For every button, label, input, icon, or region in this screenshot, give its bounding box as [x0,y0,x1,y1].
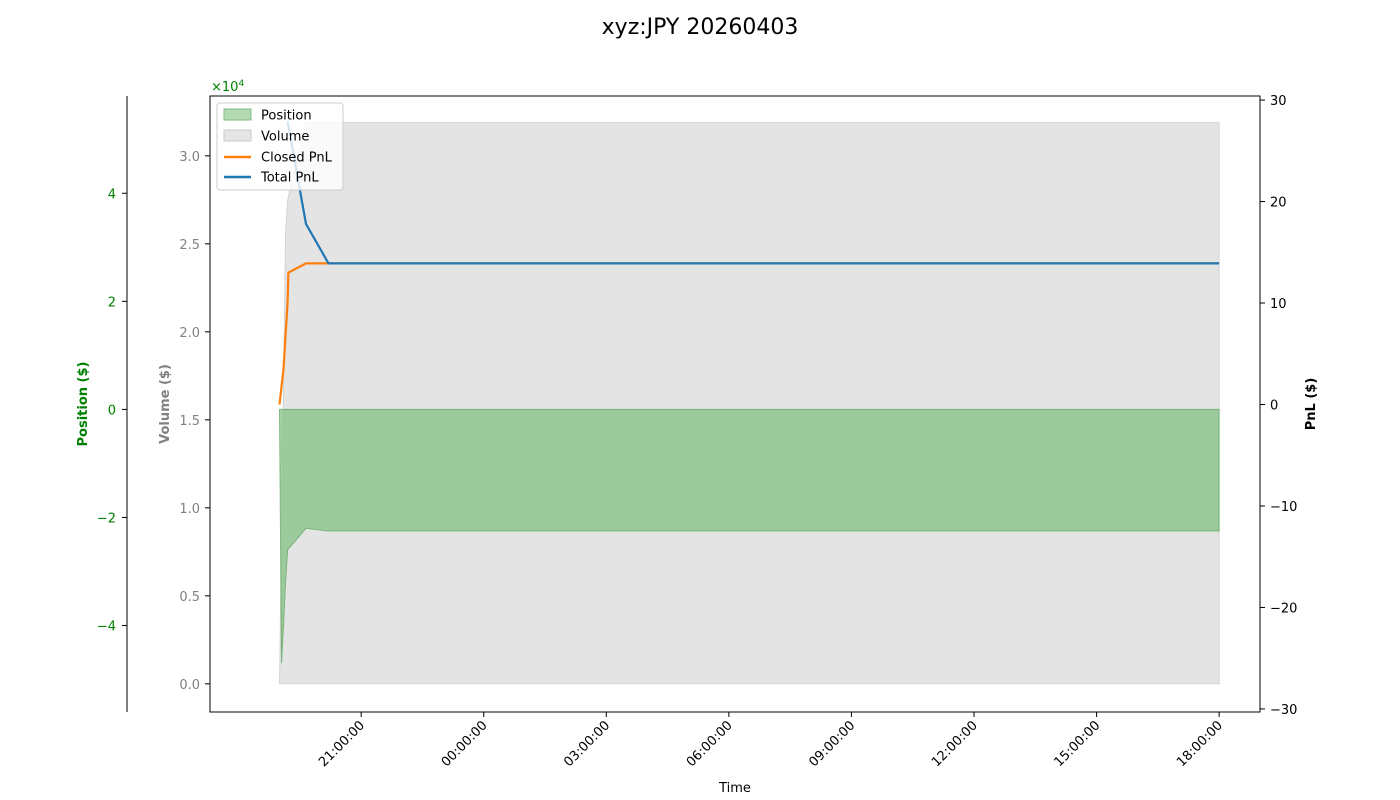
legend-label-total-pnl: Total PnL [260,171,319,186]
legend-label-closed-pnl: Closed PnL [261,151,333,166]
x-tick-label: 06:00:00 [684,718,736,770]
legend-swatch-volume [223,129,252,142]
position-axis-ticks: −4 −2 0 2 4 [97,187,127,635]
pnl-tick-label: −20 [1270,601,1297,616]
position-tick-label: 2 [108,295,116,310]
volume-area [278,121,1220,685]
legend-box [216,102,344,191]
pnl-axis-label: PnL ($) [1304,378,1319,431]
x-tick-label: 12:00:00 [929,718,981,770]
legend-label-position: Position [261,109,312,124]
x-axis-label: Time [718,781,751,796]
x-tick-label: 15:00:00 [1052,718,1104,770]
position-tick-label: −4 [97,620,116,635]
pnl-axis-ticks: −30 −20 −10 0 10 20 30 [1260,94,1297,718]
volume-tick-label: 0.5 [179,590,200,605]
area-series-group [278,121,1220,685]
legend-label-volume: Volume [261,130,309,145]
volume-tick-label: 2.0 [179,326,200,341]
x-tick-label: 21:00:00 [316,718,368,770]
pnl-tick-label: −10 [1270,500,1297,515]
chart-title: xyz:JPY 20260403 [602,15,799,40]
volume-axis-ticks: 0.0 0.5 1.0 1.5 2.0 2.5 3.0 [179,150,210,693]
volume-axis-label: Volume ($) [158,364,173,444]
x-tick-label: 03:00:00 [561,718,613,770]
position-tick-label: −2 [97,511,116,526]
volume-tick-label: 1.5 [179,414,200,429]
pnl-tick-label: 30 [1270,94,1287,109]
position-tick-label: 4 [108,187,116,202]
volume-tick-label: 0.0 [179,678,200,693]
x-tick-label: 09:00:00 [806,718,858,770]
position-area [278,408,1220,664]
volume-tick-label: 3.0 [179,150,200,165]
pnl-tick-label: 20 [1270,196,1287,211]
position-multiplier-exponent: 4 [238,79,244,89]
x-tick-label: 18:00:00 [1174,718,1226,770]
x-axis-ticks: 21:00:00 00:00:00 03:00:00 06:00:00 09:00:00… [316,712,1226,770]
position-axis-label: Position ($) [76,362,91,447]
pnl-tick-label: −30 [1270,703,1297,718]
pnl-tick-label: 0 [1270,399,1278,414]
pnl-tick-label: 10 [1270,297,1287,312]
legend: Position Volume Closed PnL Total PnL [216,102,344,191]
plot-frame [209,95,1261,713]
volume-tick-label: 1.0 [179,502,200,517]
x-tick-label: 00:00:00 [439,718,491,770]
position-tick-label: 0 [108,403,116,418]
position-multiplier-base: ×10 [211,80,238,95]
position-axis-multiplier: ×104 [211,79,244,95]
legend-swatch-position [223,108,252,121]
volume-tick-label: 2.5 [179,238,200,253]
